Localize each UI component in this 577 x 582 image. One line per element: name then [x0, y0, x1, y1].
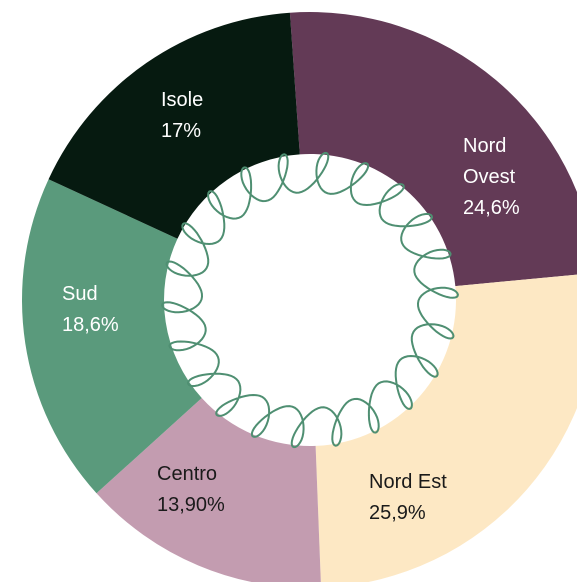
donut-slice — [315, 274, 577, 582]
slice-name: Nord Ovest — [463, 135, 516, 188]
slice-name: Sud — [62, 283, 98, 305]
donut-slice — [48, 12, 300, 239]
donut-slice — [289, 12, 577, 287]
slice-value: 18,6% — [62, 314, 119, 336]
slice-value: 25,9% — [369, 502, 426, 524]
slice-label: Nord Est 25,9% — [369, 467, 499, 529]
slice-value: 13,90% — [157, 494, 225, 516]
slice-name: Isole — [161, 89, 204, 111]
donut-slice — [96, 397, 321, 582]
slice-value: 24,6% — [463, 197, 520, 219]
slice-name: Centro — [157, 463, 218, 485]
slice-label: Nord Ovest 24,6% — [463, 131, 553, 224]
slice-label: Isole 17% — [161, 85, 241, 147]
slice-label: Centro 13,90% — [157, 459, 277, 521]
decoration — [161, 151, 459, 449]
slice-name: Nord Est — [369, 471, 447, 493]
donut-slice — [21, 179, 202, 494]
slice-value: 17% — [161, 120, 202, 142]
slice-label: Sud 18,6% — [62, 279, 162, 341]
